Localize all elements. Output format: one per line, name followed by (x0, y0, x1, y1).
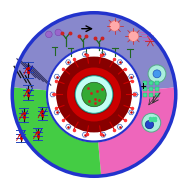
Wedge shape (12, 87, 101, 176)
Circle shape (12, 13, 176, 176)
Circle shape (128, 31, 139, 41)
Circle shape (82, 82, 106, 107)
Circle shape (153, 70, 161, 78)
Circle shape (47, 47, 141, 142)
Circle shape (142, 113, 161, 132)
Circle shape (148, 65, 166, 83)
Wedge shape (13, 13, 175, 94)
Wedge shape (94, 87, 176, 176)
Circle shape (145, 120, 154, 129)
Text: +: + (139, 82, 146, 91)
Circle shape (109, 21, 120, 31)
Circle shape (55, 29, 62, 36)
Circle shape (75, 76, 113, 113)
Circle shape (46, 31, 52, 38)
